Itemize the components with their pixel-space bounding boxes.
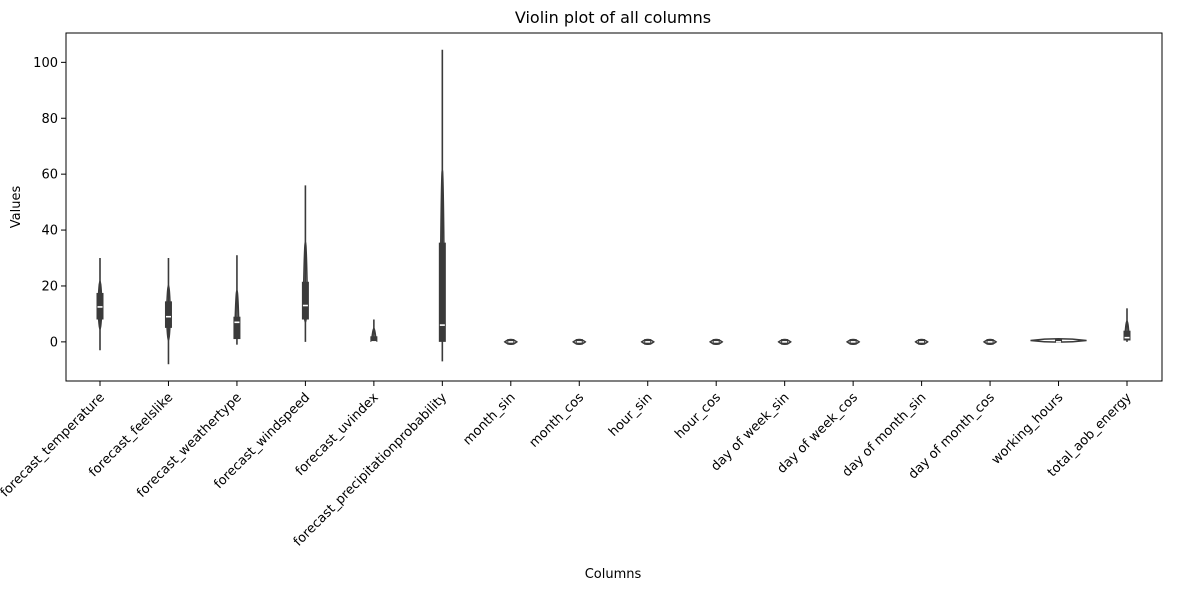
x-tick-label: working_hours xyxy=(989,390,1067,468)
violin-mark xyxy=(640,338,655,346)
x-axis-label: Columns xyxy=(585,567,642,582)
violin-mark xyxy=(708,338,724,346)
violin-mark xyxy=(164,258,172,365)
violin-iqr-box xyxy=(370,336,378,342)
violin-mark xyxy=(1123,308,1131,342)
violin-mark xyxy=(503,338,519,346)
y-tick-label: 20 xyxy=(41,279,58,294)
y-tick-label: 40 xyxy=(41,224,58,239)
y-axis: 0 20 40 60 80 100 xyxy=(33,56,66,350)
violin-body xyxy=(1030,338,1087,343)
violin-iqr-box xyxy=(438,242,446,342)
violin-iqr-box xyxy=(164,301,172,328)
chart-title: Violin plot of all columns xyxy=(515,8,711,27)
violin-iqr-box xyxy=(1123,330,1131,341)
x-tick-label: hour_sin xyxy=(606,390,655,439)
y-axis-label: Values xyxy=(9,186,24,229)
violin-mark xyxy=(572,338,587,346)
violin-mark xyxy=(982,338,998,346)
x-tick-label: forecast_temperature xyxy=(0,390,108,500)
x-tick-label: hour_cos xyxy=(672,390,724,442)
y-tick-label: 80 xyxy=(41,112,58,127)
x-tick-label: month_cos xyxy=(527,390,588,451)
violin-iqr-box xyxy=(301,281,309,320)
violin-mark xyxy=(96,258,104,351)
x-tick-label: month_sin xyxy=(460,390,518,448)
x-axis: forecast_temperatureforecast_feelslikefo… xyxy=(0,381,1135,550)
violin-mark xyxy=(301,185,309,342)
plot-frame xyxy=(65,32,1163,382)
y-tick-label: 60 xyxy=(41,168,58,183)
violin-mark xyxy=(777,338,792,346)
violin-mark xyxy=(438,49,446,362)
y-tick-label: 100 xyxy=(33,56,58,71)
violin-mark xyxy=(233,255,241,345)
violin-iqr-box xyxy=(1055,339,1063,342)
plot-area xyxy=(96,49,1131,365)
x-tick-label: forecast_precipitationprobability xyxy=(291,390,451,550)
violin-mark xyxy=(914,338,929,346)
violin-mark xyxy=(370,319,378,343)
violin-mark xyxy=(1030,338,1087,343)
y-tick-label: 0 xyxy=(50,335,58,350)
violin-mark xyxy=(845,338,861,346)
violin-iqr-box xyxy=(233,316,241,340)
